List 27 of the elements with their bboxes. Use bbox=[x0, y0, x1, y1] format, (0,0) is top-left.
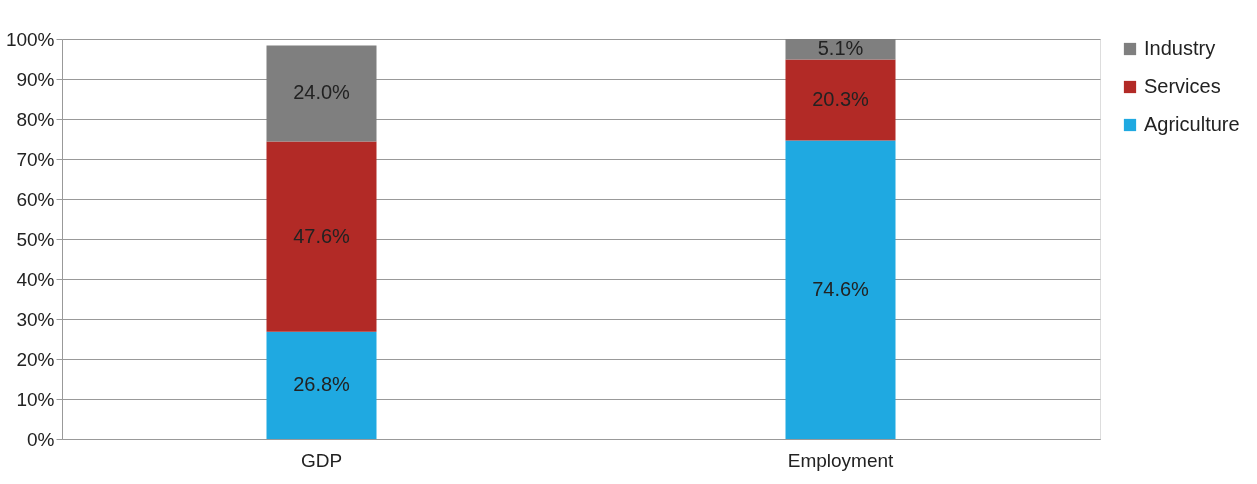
bar bbox=[785, 59, 896, 141]
data-label: 26.8% bbox=[293, 373, 351, 396]
y-tick-label: 10% bbox=[16, 388, 55, 410]
x-tick-label: Employment bbox=[787, 449, 895, 471]
data-label: 24.0% bbox=[293, 81, 351, 104]
y-tick-label: 80% bbox=[16, 108, 55, 130]
bar bbox=[266, 45, 377, 142]
legend-label: Agriculture bbox=[1144, 113, 1240, 135]
bar bbox=[266, 141, 377, 332]
data-label: 20.3% bbox=[812, 88, 870, 110]
y-tick-label: 20% bbox=[16, 348, 55, 370]
data-label: 74.6% bbox=[812, 277, 870, 300]
y-tick-label: 40% bbox=[16, 268, 55, 290]
data-label: 5.1% bbox=[817, 37, 864, 60]
y-tick-label: 100% bbox=[5, 28, 55, 50]
data-label: 47.6% bbox=[293, 224, 351, 247]
y-tick-label: 70% bbox=[16, 148, 55, 170]
y-tick-label: 60% bbox=[16, 188, 55, 210]
legend-label: Services bbox=[1144, 75, 1221, 97]
x-tick-label: GDP bbox=[300, 449, 343, 471]
y-tick-label: 90% bbox=[16, 68, 55, 90]
legend-label: Industry bbox=[1144, 37, 1216, 59]
bar bbox=[785, 140, 896, 439]
y-tick-label: 0% bbox=[27, 428, 55, 450]
y-tick-label: 50% bbox=[16, 228, 55, 250]
bar bbox=[266, 331, 377, 439]
y-tick-label: 30% bbox=[16, 308, 55, 330]
